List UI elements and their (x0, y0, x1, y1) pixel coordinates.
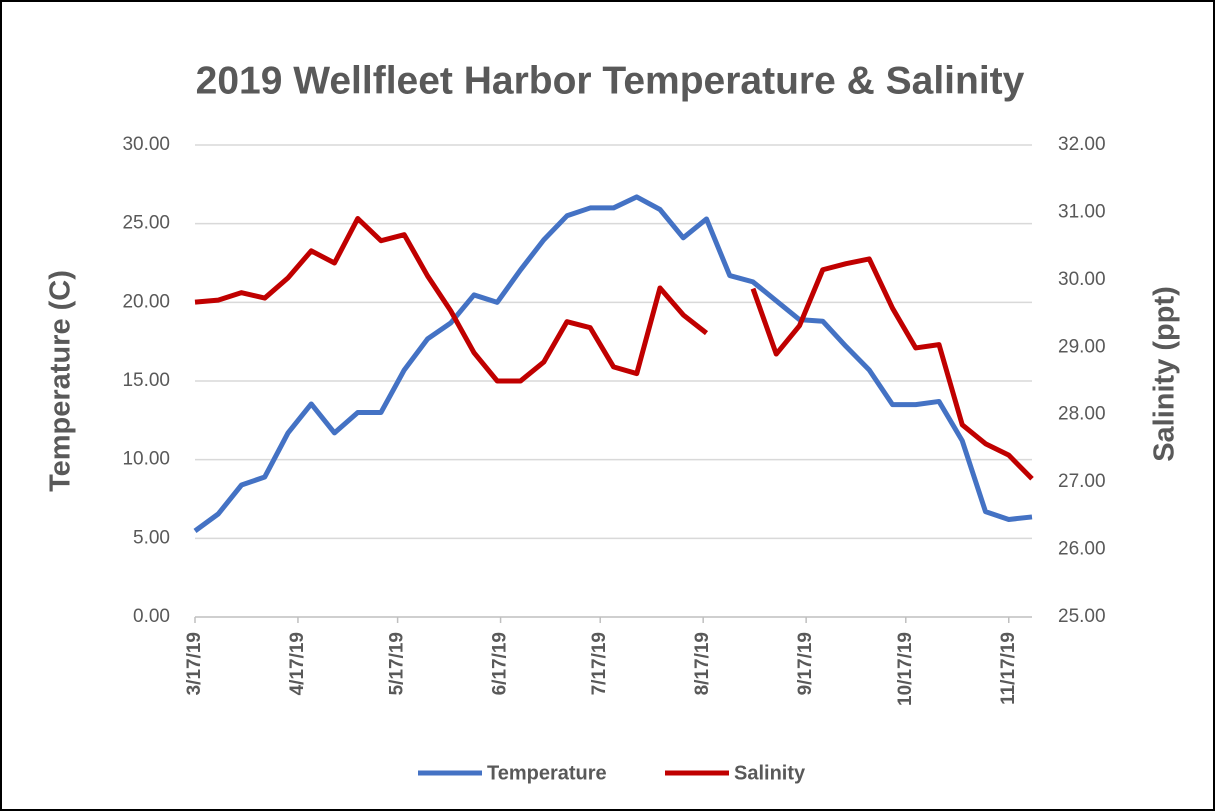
y-tick-label: 20.00 (122, 291, 170, 312)
y-tick-label: 0.00 (133, 606, 170, 627)
legend-label: Salinity (734, 762, 806, 784)
legend-label: Temperature (487, 762, 607, 784)
series-line (193, 194, 1033, 533)
y-tick-label: 25.00 (122, 213, 170, 234)
x-tick-label: 3/17/19 (184, 632, 205, 695)
x-tick-label: 8/17/19 (692, 632, 713, 695)
y-tick-label: 10.00 (122, 449, 170, 470)
y-tick-label: 30.00 (122, 134, 170, 155)
x-tick-label: 10/17/19 (895, 632, 916, 706)
y2-tick-label: 31.00 (1058, 201, 1106, 222)
y2-tick-label: 26.00 (1058, 539, 1106, 560)
y2-tick-label: 32.00 (1058, 134, 1106, 155)
series-line (194, 215, 1034, 481)
y2-tick-label: 28.00 (1058, 404, 1106, 425)
chart-title: 2019 Wellfleet Harbor Temperature & Sali… (196, 59, 1025, 102)
y-tick-label: 5.00 (133, 527, 170, 548)
y2-tick-label: 25.00 (1058, 606, 1106, 627)
y2-tick-label: 30.00 (1058, 269, 1106, 290)
y2-tick-label: 27.00 (1058, 471, 1106, 492)
x-tick-label: 9/17/19 (795, 632, 816, 695)
y2-tick-label: 29.00 (1058, 336, 1106, 357)
y2-axis-label: Salinity (ppt) (1149, 286, 1181, 462)
x-tick-label: 4/17/19 (287, 632, 308, 695)
x-tick-label: 6/17/19 (490, 632, 511, 695)
y-tick-label: 15.00 (122, 370, 170, 391)
y-axis-label: Temperature (C) (45, 270, 77, 492)
x-tick-label: 5/17/19 (387, 632, 408, 695)
x-tick-label: 7/17/19 (589, 632, 610, 695)
x-tick-label: 11/17/19 (998, 632, 1019, 705)
